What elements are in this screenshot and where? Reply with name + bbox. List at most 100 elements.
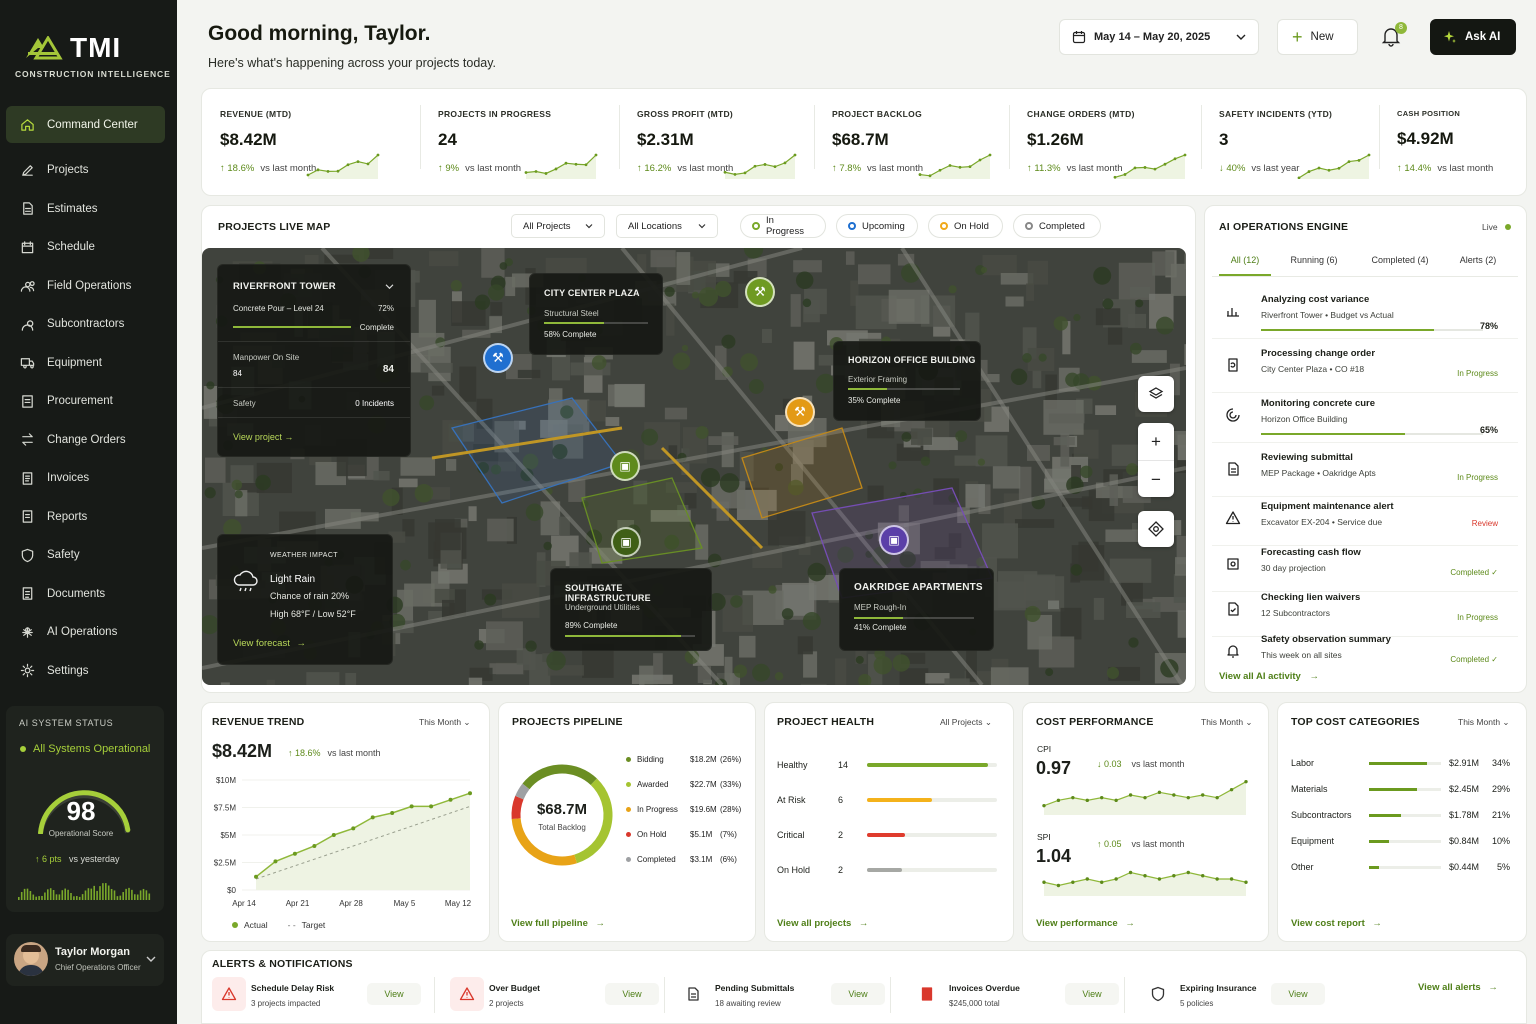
new-button[interactable]: + New <box>1277 19 1358 55</box>
cost-row-materials[interactable]: Materials $2.45M 29% <box>1291 783 1513 797</box>
sidebar-item-procurement[interactable]: Procurement <box>6 382 165 421</box>
map-pin-in-progress[interactable]: ⚒ <box>745 277 775 307</box>
view-full-pipeline-link[interactable]: View full pipeline → <box>511 918 605 929</box>
kpi-projects-in-progress[interactable]: PROJECTS IN PROGRESS 24 ↑ 9% vs last month <box>420 89 619 195</box>
pipeline-legend-value: $22.7M <box>690 780 717 789</box>
projects-live-map[interactable]: RIVERFRONT TOWER Concrete Pour – Level 2… <box>202 248 1186 685</box>
cost-perf-period[interactable]: This Month ⌄ <box>1201 717 1253 728</box>
ai-tab-0[interactable]: All (12) <box>1219 250 1271 276</box>
city-center-plaza-card[interactable]: CITY CENTER PLAZA Structural Steel 58% C… <box>529 273 663 355</box>
alert-view-button[interactable]: View <box>831 983 885 1005</box>
kpi-cash-position[interactable]: CASH POSITION $4.92M ↑ 14.4% vs last month <box>1379 89 1528 195</box>
logo[interactable]: TMI <box>24 32 121 64</box>
alert-item[interactable]: Invoices Overdue $245,000 total View <box>910 973 1132 1017</box>
locations-filter[interactable]: All Locations <box>616 214 718 238</box>
alert-item[interactable]: Over Budget 2 projects View <box>450 973 672 1017</box>
ai-task-row[interactable]: Reviewing submittal MEP Package • Oakridg… <box>1212 452 1518 500</box>
revenue-period-select[interactable]: This Month ⌄ <box>419 717 471 728</box>
sidebar-item-change-orders[interactable]: Change Orders <box>6 421 165 460</box>
legend-upcoming[interactable]: Upcoming <box>836 214 918 238</box>
zoom-out-button[interactable]: − <box>1138 460 1174 497</box>
main-nav: Command Center Projects Estimates Schedule F… <box>6 106 165 690</box>
sidebar-item-documents[interactable]: Documents <box>6 575 165 614</box>
cost-row-equipment[interactable]: Equipment $0.84M 10% <box>1291 835 1513 849</box>
alert-view-button[interactable]: View <box>1271 983 1325 1005</box>
health-row-critical[interactable]: Critical 2 <box>777 829 999 843</box>
ai-tab-1[interactable]: Running (6) <box>1279 250 1349 276</box>
legend-completed[interactable]: Completed <box>1013 214 1101 238</box>
ai-tab-3[interactable]: Alerts (2) <box>1452 250 1504 276</box>
map-pin-project[interactable]: ▣ <box>879 525 909 555</box>
locate-button[interactable] <box>1138 511 1174 547</box>
ai-task-row[interactable]: Forecasting cash flow 30 day projection Co… <box>1212 547 1518 595</box>
sidebar-item-ai-operations[interactable]: AI Operations <box>6 613 165 652</box>
layers-button[interactable] <box>1138 376 1174 412</box>
sidebar-item-equipment[interactable]: Equipment <box>6 344 165 383</box>
ai-task-row[interactable]: Checking lien waivers 12 Subcontractors In… <box>1212 592 1518 640</box>
cost-row-labor[interactable]: Labor $2.91M 34% <box>1291 757 1513 771</box>
horizon-sub: Exterior Framing <box>848 375 908 384</box>
kpi-safety-incidents-ytd[interactable]: SAFETY INCIDENTS (YTD) 3 ↓ 40% vs last year <box>1201 89 1379 195</box>
view-cost-report-link[interactable]: View cost report → <box>1291 918 1382 929</box>
chevron-down-icon[interactable] <box>385 283 394 290</box>
health-row-on-hold[interactable]: On Hold 2 <box>777 864 999 878</box>
health-row-healthy[interactable]: Healthy 14 <box>777 759 999 773</box>
sidebar-item-estimates[interactable]: Estimates <box>6 190 165 229</box>
user-profile[interactable]: Taylor Morgan Chief Operations Officer <box>6 934 164 986</box>
kpi-change-orders-mtd[interactable]: CHANGE ORDERS (MTD) $1.26M ↑ 11.3% vs last … <box>1009 89 1201 195</box>
alert-view-button[interactable]: View <box>605 983 659 1005</box>
chevron-down-icon <box>1236 34 1246 40</box>
projects-filter[interactable]: All Projects <box>511 214 605 238</box>
sidebar-item-field-operations[interactable]: Field Operations <box>6 267 165 306</box>
southgate-card[interactable]: SOUTHGATE INFRASTRUCTURE Underground Uti… <box>550 568 712 651</box>
zoom-in-button[interactable]: + <box>1151 432 1161 451</box>
sidebar-item-safety[interactable]: Safety <box>6 536 165 575</box>
map-pin-in-progress[interactable]: ▣ <box>610 451 640 481</box>
ai-task-row[interactable]: Processing change order City Center Plaza… <box>1212 348 1518 396</box>
view-all-alerts-link[interactable]: View all alerts → <box>1418 982 1498 993</box>
sidebar-item-command-center[interactable]: Command Center <box>6 106 165 143</box>
sidebar-item-invoices[interactable]: Invoices <box>6 459 165 498</box>
alert-item[interactable]: Schedule Delay Risk 3 projects impacted Vi… <box>212 973 435 1017</box>
kpi-gross-profit-mtd[interactable]: GROSS PROFIT (MTD) $2.31M ↑ 16.2% vs last m… <box>619 89 814 195</box>
map-pin-upcoming[interactable]: ⚒ <box>483 343 513 373</box>
date-range-picker[interactable]: May 14 – May 20, 2025 <box>1059 19 1259 55</box>
view-all-ai-activity-link[interactable]: View all AI activity → <box>1219 671 1319 682</box>
alert-item[interactable]: Expiring Insurance 5 policies View <box>1141 973 1341 1017</box>
ai-tab-2[interactable]: Completed (4) <box>1358 250 1442 276</box>
sidebar-item-reports[interactable]: Reports <box>6 498 165 537</box>
kpi-project-backlog[interactable]: PROJECT BACKLOG $68.7M ↑ 7.8% vs last month <box>814 89 1009 195</box>
ai-task-row[interactable]: Analyzing cost variance Riverfront Tower … <box>1212 294 1518 342</box>
view-forecast-link[interactable]: View forecast → <box>233 638 306 649</box>
chevron-down-icon[interactable] <box>146 955 156 963</box>
ai-task-row[interactable]: Equipment maintenance alert Excavator EX-… <box>1212 501 1518 549</box>
sidebar-item-settings[interactable]: Settings <box>6 652 165 691</box>
cost-row-other[interactable]: Other $0.44M 5% <box>1291 861 1513 875</box>
spark-bar <box>67 889 69 900</box>
ask-ai-button[interactable]: Ask AI <box>1430 19 1516 55</box>
notifications-button[interactable]: 8 <box>1380 22 1407 51</box>
horizon-office-card[interactable]: HORIZON OFFICE BUILDING Exterior Framing… <box>833 341 981 421</box>
ai-task-row[interactable]: Monitoring concrete cure Horizon Office B… <box>1212 398 1518 446</box>
view-project-link[interactable]: View project → <box>233 432 293 442</box>
kpi-revenue-mtd[interactable]: REVENUE (MTD) $8.42M ↑ 18.6% vs last month <box>202 89 420 195</box>
legend-on-hold[interactable]: On Hold <box>928 214 1003 238</box>
sidebar-item-subcontractors[interactable]: Subcontractors <box>6 305 165 344</box>
map-pin-in-progress[interactable]: ▣ <box>611 527 641 557</box>
alert-view-button[interactable]: View <box>1065 983 1119 1005</box>
alert-item[interactable]: Pending Submittals 18 awaiting review View <box>676 973 898 1017</box>
riverfront-tower-card[interactable]: RIVERFRONT TOWER Concrete Pour – Level 2… <box>217 264 411 457</box>
health-filter[interactable]: All Projects ⌄ <box>940 717 992 728</box>
health-row-at-risk[interactable]: At Risk 6 <box>777 794 999 808</box>
map-pin-on-hold[interactable]: ⚒ <box>785 397 815 427</box>
alert-view-button[interactable]: View <box>367 983 421 1005</box>
sidebar-item-projects[interactable]: Projects <box>6 151 165 190</box>
legend-in-progress[interactable]: In Progress <box>740 214 826 238</box>
view-performance-link[interactable]: View performance → <box>1036 918 1135 929</box>
cost-row-subcontractors[interactable]: Subcontractors $1.78M 21% <box>1291 809 1513 823</box>
top-cost-period[interactable]: This Month ⌄ <box>1458 717 1510 728</box>
sidebar-item-schedule[interactable]: Schedule <box>6 228 165 267</box>
oakridge-card[interactable]: OAKRIDGE APARTMENTS MEP Rough-In 41% Com… <box>839 568 994 651</box>
ai-task-row[interactable]: Safety observation summary This week on a… <box>1212 634 1512 682</box>
view-all-projects-link[interactable]: View all projects → <box>777 918 868 929</box>
